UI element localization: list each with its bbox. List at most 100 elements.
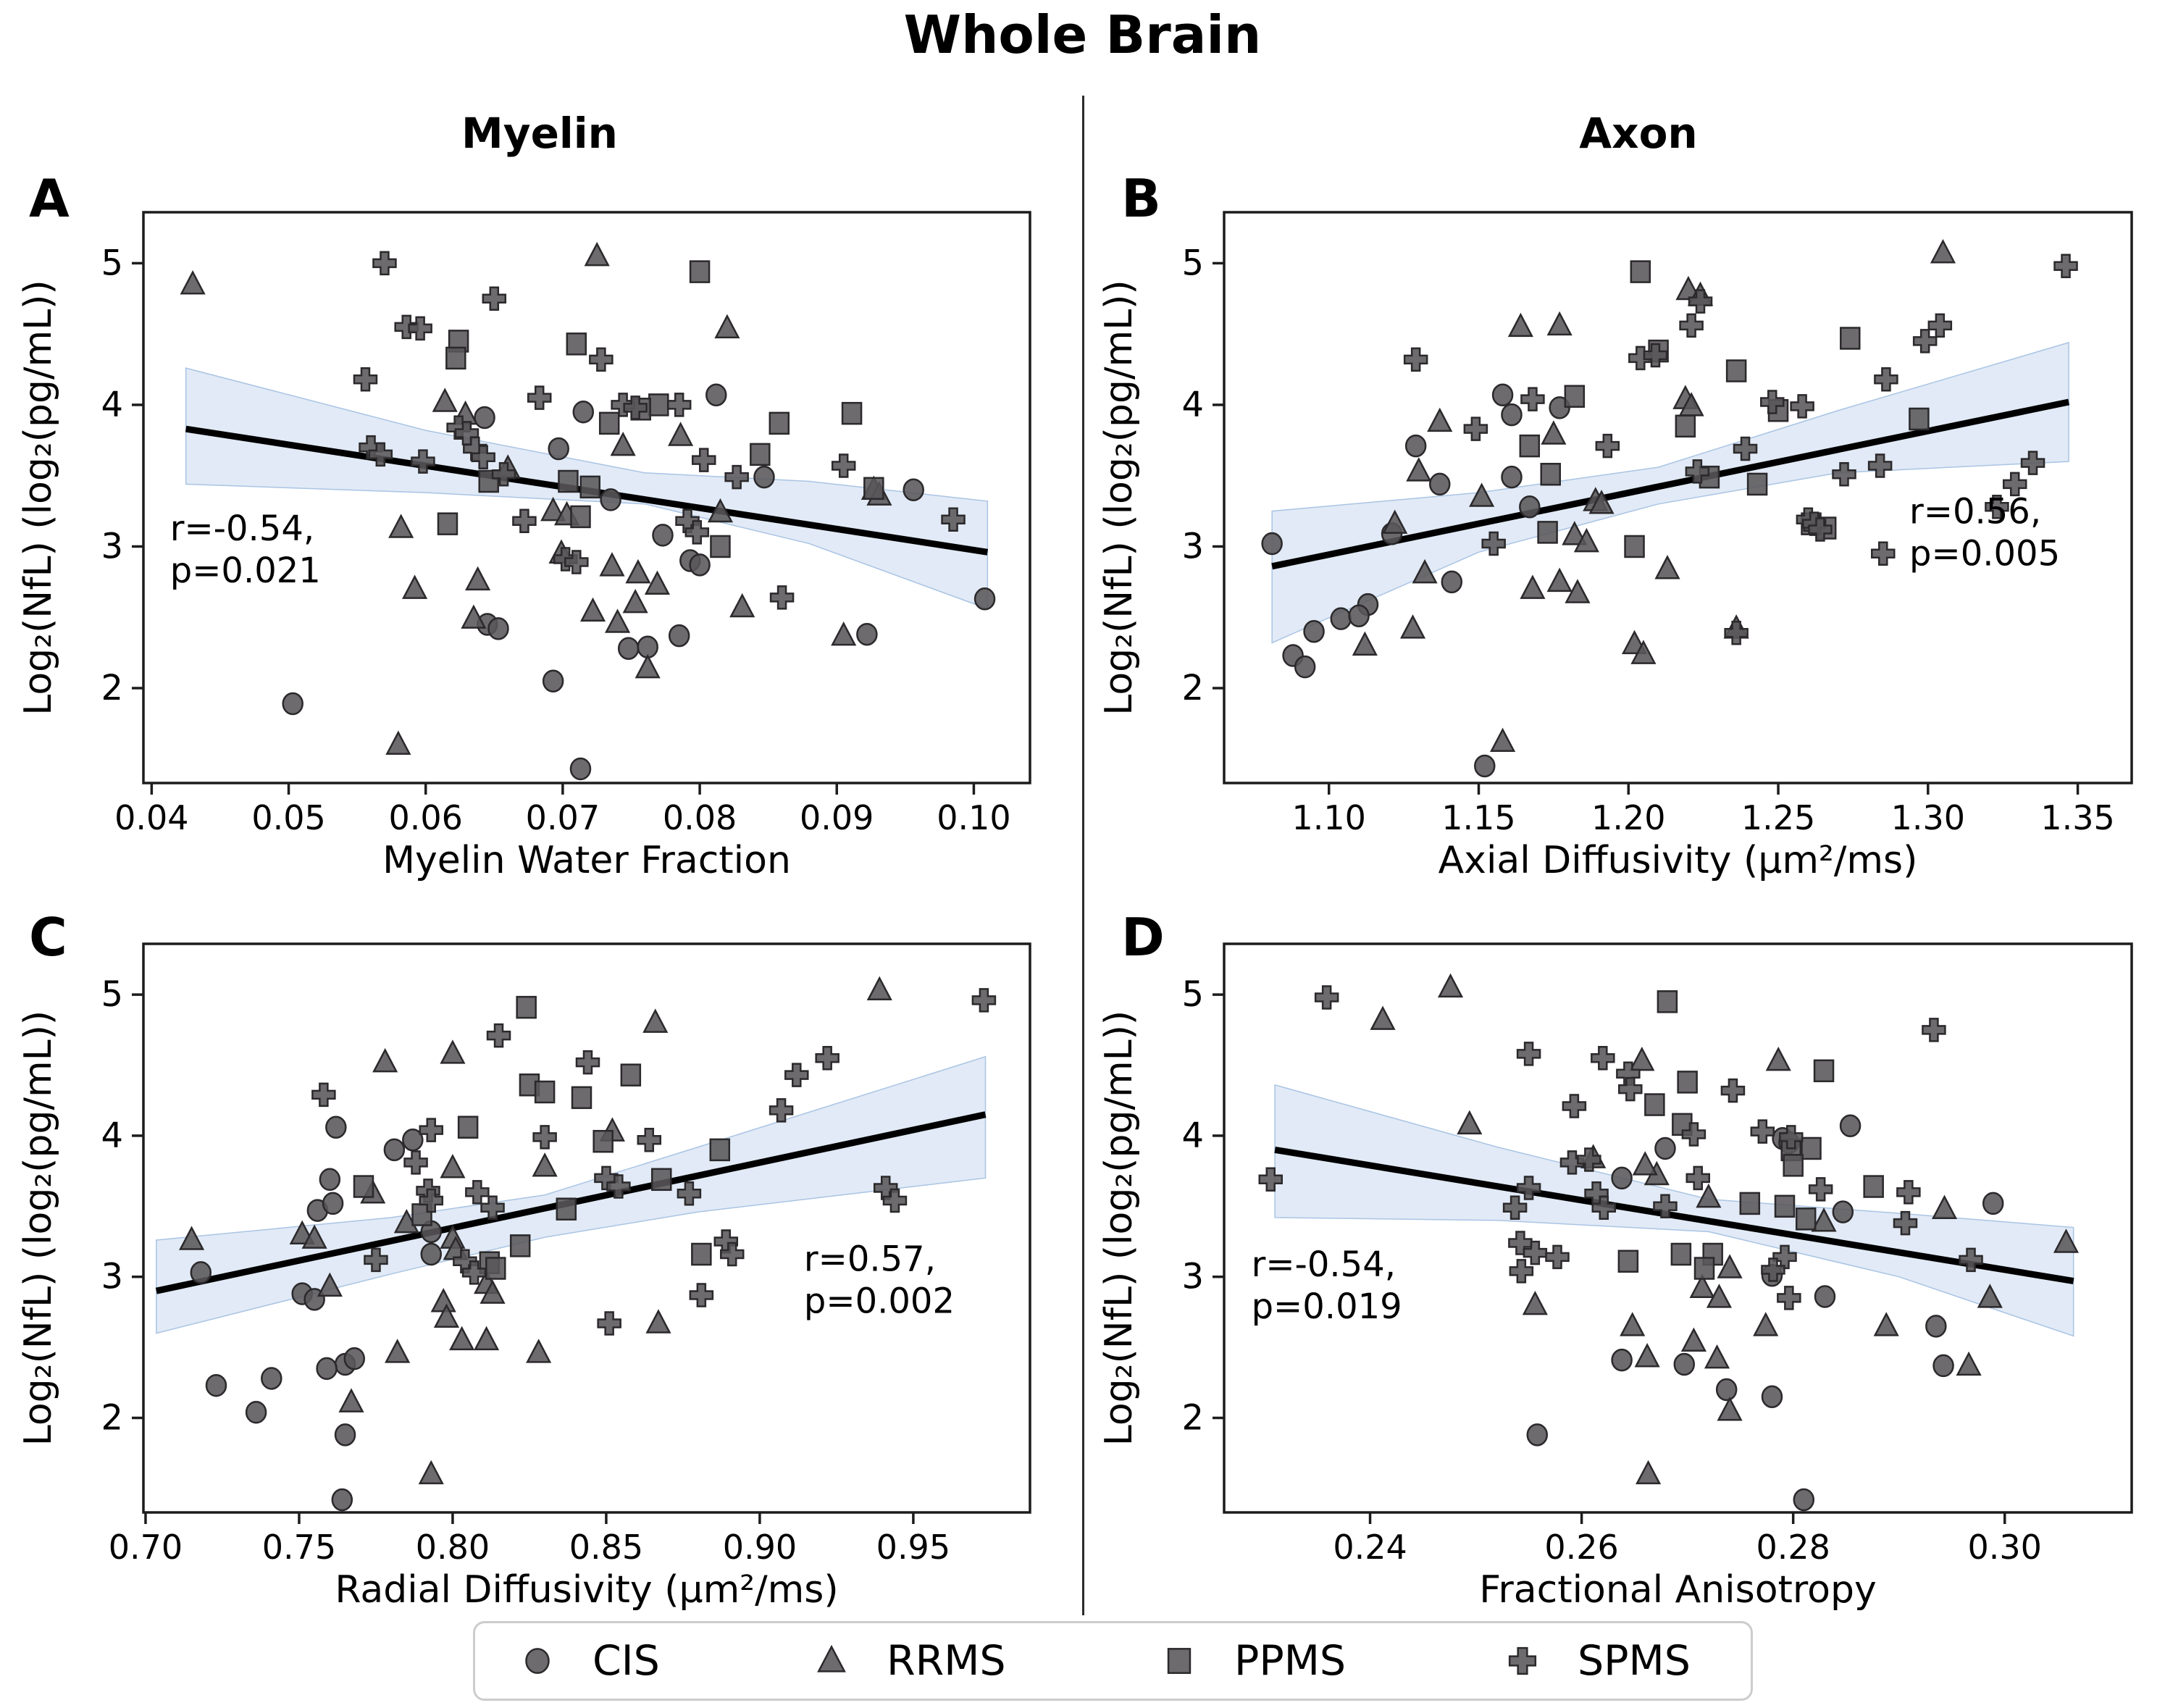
data-point-square [1863,1175,1884,1198]
data-point-plus [971,988,997,1013]
data-point-plus [1591,1195,1617,1221]
data-point-triangle [178,1226,205,1250]
data-point-plus [1679,313,1704,338]
data-point-triangle [432,388,458,412]
y-tick-label: 2 [101,1397,123,1438]
data-point-square [841,401,863,425]
x-tick-label: 0.10 [937,798,1010,837]
data-point-square [769,411,790,435]
y-tick-label: 3 [101,526,123,566]
data-point-plus [1761,1257,1785,1282]
data-point-square [1675,414,1696,438]
data-point-plus [512,508,537,534]
data-point-circle [343,1347,366,1370]
data-point-square [1630,260,1651,283]
data-point-plus [589,347,614,372]
stats-annotation-line: p=0.019 [1252,1286,1402,1327]
data-point-triangle [1546,311,1573,336]
data-point-square [709,1138,731,1162]
x-tick-label: 0.75 [262,1528,336,1567]
data-point-triangle [1753,1312,1779,1336]
data-point-plus [769,1098,794,1123]
data-point-circle [325,1115,347,1139]
data-point-plus [480,1195,505,1221]
data-point-triangle [642,1008,669,1033]
data-point-plus [368,442,393,467]
stats-annotation-line: p=0.002 [804,1281,955,1321]
y-axis-label: Log₂(NfL) (log₂(pg/mL)) [1097,280,1141,715]
plot-frame [142,942,1031,1514]
data-point-square [1670,1242,1692,1266]
data-point-circle [753,465,775,489]
data-point-square [579,475,600,499]
data-point-plus [1562,1094,1587,1118]
data-point-plus [1516,1042,1541,1066]
data-point-square [571,1086,592,1110]
data-point-plus [419,1188,444,1213]
data-point-triangle [604,608,631,633]
y-tick-label: 4 [1181,385,1204,425]
x-tick-label: 0.26 [1544,1528,1618,1567]
data-point-circle [1793,1488,1815,1512]
x-tick-label: 0.24 [1333,1528,1407,1567]
y-axis-label: Log₂(NfL) (log₂(pg/mL)) [17,1010,60,1446]
data-point-triangle [599,552,625,577]
data-point-square [750,443,771,466]
data-point-square [570,505,591,529]
data-point-triangle [1956,1351,1982,1376]
legend-label-rrms: RRMS [887,1636,1006,1685]
data-point-triangle [1696,1183,1722,1208]
data-point-triangle [461,604,487,629]
data-point-triangle [584,241,610,267]
column-title-myelin: Myelin [461,109,618,158]
data-point-square [650,1168,672,1192]
data-point-circle [205,1373,227,1397]
data-point-plus [815,1046,839,1071]
data-point-plus [1893,1210,1918,1236]
data-point-plus [1750,1119,1775,1144]
data-point-plus [1681,1122,1707,1147]
data-point-plus [411,449,435,474]
data-point-circle [1761,1385,1783,1409]
y-tick-label: 4 [101,385,123,425]
data-point-plus [471,445,495,470]
data-point-plus [1922,1018,1946,1042]
data-point-triangle [1399,614,1426,639]
data-point-circle [1261,532,1283,556]
data-point-circle [1474,754,1496,778]
data-point-triangle [526,1339,552,1363]
spms-plus-icon [1508,1646,1537,1675]
scatter-panel-radial-diffusivity: 0.70 0.75 0.80 0.85 0.90 0.95 2 3 4 5 Radial Diffu… [17,942,1031,1612]
data-point-plus [1985,494,2009,519]
data-point-square [445,346,466,370]
data-point-square [1725,359,1747,382]
regression-line [1271,398,2070,570]
stats-annotation-line: p=0.021 [170,551,321,591]
data-point-circle [525,1648,550,1674]
legend: CIS RRMS PPMS SPMS [473,1621,1753,1701]
data-point-circle [383,1138,406,1162]
data-point-square [620,1063,642,1087]
data-point-plus [1927,313,1953,338]
data-point-circle [420,1242,443,1266]
x-tick-label: 1.10 [1292,798,1366,837]
data-point-square [1909,407,1930,431]
data-point-triangle [1541,420,1567,445]
data-point-plus [461,1260,487,1285]
x-axis-label: Radial Diffusivity (μm²/ms) [335,1568,838,1612]
data-point-plus [1520,387,1545,411]
data-point-square [710,535,731,558]
data-point-triangle [480,1279,506,1304]
data-point-plus [1516,1176,1541,1200]
data-point-plus [1545,1244,1570,1270]
column-divider-line [1082,96,1084,1615]
data-point-circle [1673,1352,1696,1376]
y-tick-label: 3 [1181,1257,1204,1297]
data-point-triangle [1352,631,1378,656]
data-point-square [1813,1059,1835,1083]
data-point-triangle [1689,1273,1715,1299]
data-point-triangle [1370,1005,1396,1030]
data-point-square [516,995,537,1019]
data-point-triangle [532,1152,558,1177]
